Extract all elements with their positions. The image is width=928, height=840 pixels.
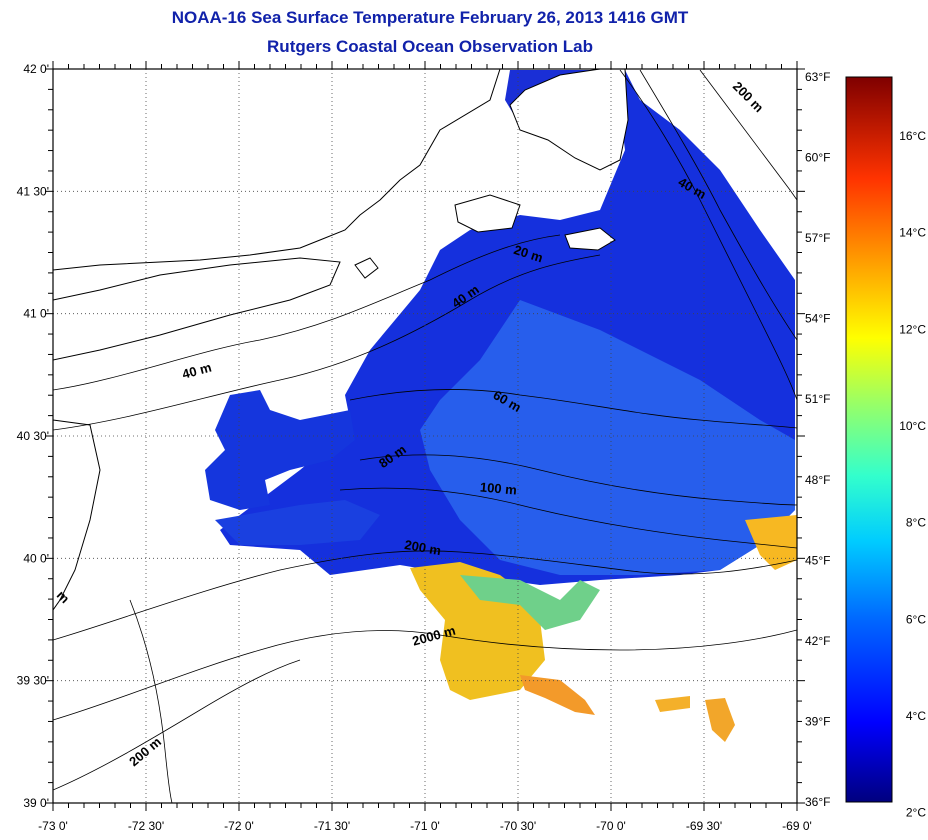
contour-label: 40 m: [181, 360, 214, 382]
colorbar-f-label: 54°F: [805, 312, 830, 326]
colorbar-fahrenheit-labels: 63°F 60°F 57°F 54°F 51°F 48°F 45°F 42°F 39°F 36°F: [805, 70, 830, 809]
land-long-island: [53, 257, 341, 361]
colorbar-c-label: 10°C: [899, 419, 926, 433]
lon-label: -69 0': [782, 819, 812, 833]
sst-cool-offshore: [420, 300, 795, 575]
map-title: NOAA-16 Sea Surface Temperature February…: [171, 8, 689, 27]
lon-label: -72 0': [224, 819, 254, 833]
contour-label: 100 m: [479, 479, 517, 497]
lat-label: 41 30': [17, 184, 49, 198]
land-cape-cod: [509, 69, 629, 171]
sst-warm-southeast: [705, 698, 735, 742]
map-subtitle: Rutgers Coastal Ocean Observation Lab: [267, 37, 593, 56]
land-marthas-vineyard: [454, 194, 521, 233]
land-block-island: [354, 257, 379, 279]
lat-label: 42 0': [23, 62, 49, 76]
lat-lon-grid: [53, 69, 797, 803]
sst-western-strip: [215, 500, 380, 545]
colorbar-f-label: 42°F: [805, 634, 830, 648]
land-new-england: [53, 69, 501, 271]
colorbar-celsius-labels: 16°C 14°C 12°C 10°C 8°C 6°C 4°C 2°C: [899, 129, 926, 820]
lon-label: -73 0': [38, 819, 68, 833]
sst-warm-small: [655, 696, 690, 712]
colorbar-c-label: 8°C: [906, 516, 926, 530]
lon-label: -71 30': [314, 819, 350, 833]
lon-label: -70 30': [500, 819, 536, 833]
colorbar-f-label: 60°F: [805, 151, 830, 165]
latitude-labels: 42 0' 41 30' 41 0' 40 30' 40 0' 39 30' 39 0': [17, 62, 49, 810]
land-nantucket: [564, 227, 616, 251]
sst-warm-east: [745, 515, 797, 570]
colorbar-f-label: 36°F: [805, 795, 830, 809]
lat-label: 40 0': [23, 551, 49, 565]
sst-mild-water: [460, 575, 600, 630]
colorbar-f-label: 57°F: [805, 231, 830, 245]
bathymetry-contours: [53, 69, 797, 803]
colorbar-f-label: 45°F: [805, 553, 830, 567]
lon-label: -71 0': [410, 819, 440, 833]
colorbar: [845, 76, 893, 803]
lon-label: -72 30': [128, 819, 164, 833]
longitude-labels: -73 0' -72 30' -72 0' -71 30' -71 0' -70 30' -…: [38, 819, 812, 833]
colorbar-f-label: 39°F: [805, 714, 830, 728]
lat-label: 39 0': [23, 796, 49, 810]
sst-western-patch: [205, 390, 355, 510]
lat-label: 39 30': [17, 674, 49, 688]
axis-ticks: [45, 61, 805, 811]
lon-label: -70 0': [596, 819, 626, 833]
colorbar-c-label: 6°C: [906, 612, 926, 626]
lat-label: 41 0': [23, 307, 49, 321]
land-new-jersey: [53, 419, 101, 611]
colorbar-c-label: 12°C: [899, 322, 926, 336]
colorbar-c-label: 14°C: [899, 226, 926, 240]
colorbar-f-label: 63°F: [805, 70, 830, 84]
colorbar-f-label: 48°F: [805, 473, 830, 487]
lon-label: -69 30': [686, 819, 722, 833]
colorbar-f-label: 51°F: [805, 392, 830, 406]
colorbar-c-label: 16°C: [899, 129, 926, 143]
sst-warm-eddy: [520, 675, 595, 715]
contour-label: 200 m: [403, 537, 442, 558]
lat-label: 40 30': [17, 429, 49, 443]
colorbar-c-label: 2°C: [906, 806, 926, 820]
colorbar-c-label: 4°C: [906, 709, 926, 723]
